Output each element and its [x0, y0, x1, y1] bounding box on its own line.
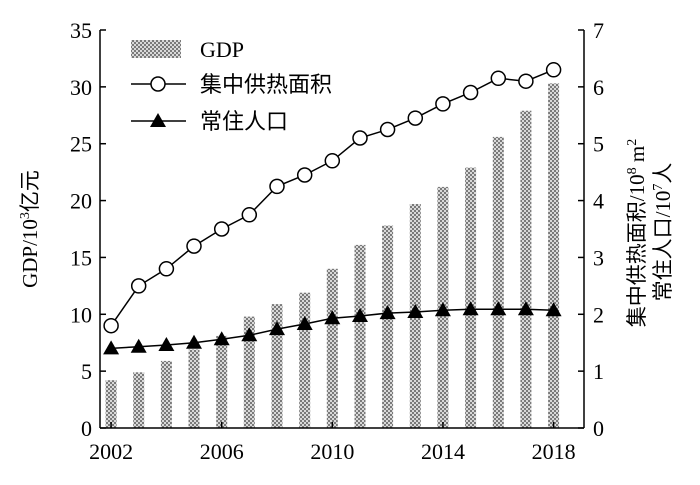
bars-layer — [105, 83, 560, 429]
population-marker — [130, 338, 147, 353]
population-marker — [213, 331, 230, 346]
heating-area-marker — [379, 121, 396, 138]
gdp-bar — [133, 372, 145, 428]
left-axis-title-part-2: 亿元 — [18, 170, 42, 212]
heating-area-marker — [241, 207, 258, 223]
right-axis-title2-sup: 7 — [651, 184, 666, 191]
population-marker — [490, 301, 507, 316]
gdp-bar — [160, 360, 172, 428]
right-ticks: 0 1 2 3 4 5 6 7 — [578, 18, 604, 441]
heating-area-marker — [324, 153, 341, 169]
population-marker — [352, 308, 368, 322]
left-axis-title: GDP/103亿元 — [18, 170, 42, 288]
legend-marker-population — [150, 113, 166, 127]
legend-swatch-gdp — [131, 40, 181, 58]
gdp-bar — [299, 292, 311, 428]
heating-area-marker — [490, 70, 507, 87]
right-tick-label: 1 — [593, 359, 604, 384]
right-tick-label: 3 — [593, 245, 604, 270]
left-tick-label: 5 — [81, 359, 92, 384]
heating-area-marker — [518, 73, 534, 89]
right-tick-label: 4 — [593, 189, 604, 214]
left-axis-title-part-1: GDP/10 — [18, 219, 42, 288]
gdp-bar — [216, 335, 228, 428]
legend: GDP 集中供热面积 常住人口 — [131, 37, 332, 134]
right-axis-title-line1: 集中供热面积/108 m2 — [625, 139, 649, 327]
heating-area-marker — [462, 84, 479, 101]
population-marker — [379, 305, 396, 320]
left-tick-label: 0 — [81, 416, 92, 441]
population-marker — [545, 302, 562, 317]
lines-layer — [103, 62, 562, 355]
gdp-bar — [271, 304, 283, 428]
gdp-bar — [243, 316, 255, 428]
heating-area-marker — [269, 178, 285, 195]
left-tick-label: 30 — [70, 75, 92, 100]
x-tick-label: 2010 — [310, 439, 354, 464]
legend-label-population: 常住人口 — [200, 109, 288, 134]
population-marker — [434, 302, 451, 317]
population-marker — [241, 327, 258, 342]
right-tick-label: 7 — [593, 18, 604, 43]
left-tick-label: 10 — [70, 302, 92, 327]
right-axis-title1-sup-1: 8 — [625, 167, 640, 174]
left-tick-label: 20 — [70, 189, 92, 214]
right-tick-label: 5 — [593, 132, 604, 157]
right-axis-title-line2: 常住人口/107人 — [651, 163, 675, 302]
heating-area-marker — [213, 221, 230, 237]
population-marker — [269, 321, 285, 336]
heating-area-marker — [130, 278, 147, 294]
heating-area-marker — [352, 130, 368, 146]
population-marker — [186, 334, 202, 349]
x-tick-label: 2018 — [532, 439, 576, 464]
right-tick-label: 2 — [593, 302, 604, 327]
left-tick-label: 25 — [70, 132, 92, 157]
gdp-bar — [354, 244, 366, 428]
population-marker — [158, 337, 175, 351]
right-tick-label: 0 — [593, 416, 604, 441]
x-tick-label: 2014 — [421, 439, 465, 464]
heating-area-marker — [296, 167, 313, 183]
x-tick-label: 2006 — [200, 439, 244, 464]
right-axis-title1-part-2: m — [625, 146, 649, 168]
left-tick-label: 35 — [70, 18, 92, 43]
legend-label-heating: 集中供热面积 — [200, 72, 332, 97]
left-tick-label: 15 — [70, 245, 92, 270]
gdp-bar — [188, 349, 200, 428]
gdp-bar — [520, 110, 532, 428]
heating-area-marker — [103, 317, 119, 334]
x-ticks: 2002 2006 2010 2014 2018 — [89, 422, 576, 464]
left-axis-title-sup: 3 — [18, 212, 33, 219]
population-marker — [296, 316, 313, 330]
left-ticks: 0 5 10 15 20 25 30 35 — [70, 18, 106, 441]
gdp-bar — [105, 380, 117, 428]
population-marker — [517, 301, 534, 316]
heating-area-marker — [435, 96, 451, 112]
gdp-bar — [548, 83, 560, 429]
right-axis-title2-part-1: 常住人口/10 — [651, 191, 675, 302]
gdp-bar — [492, 136, 504, 428]
gdp-bar — [382, 225, 394, 428]
gdp-bar — [326, 268, 338, 428]
heating-area-marker — [186, 238, 202, 254]
heating-area-marker — [407, 110, 424, 126]
gdp-bar — [465, 167, 477, 428]
population-marker — [103, 340, 120, 355]
legend-label-gdp: GDP — [200, 37, 244, 62]
right-axis-title2-part-2: 人 — [651, 163, 675, 184]
population-marker — [462, 301, 479, 316]
population-marker — [324, 310, 341, 325]
heating-area-marker — [158, 261, 175, 277]
right-tick-label: 6 — [593, 75, 604, 100]
population-marker — [407, 304, 424, 318]
x-tick-label: 2002 — [89, 439, 133, 464]
heating-area-marker — [545, 62, 562, 78]
legend-marker-heating — [150, 76, 166, 92]
right-axis-title1-part-1: 集中供热面积/10 — [625, 174, 649, 327]
right-axis-title1-sup-2: 2 — [625, 139, 640, 146]
